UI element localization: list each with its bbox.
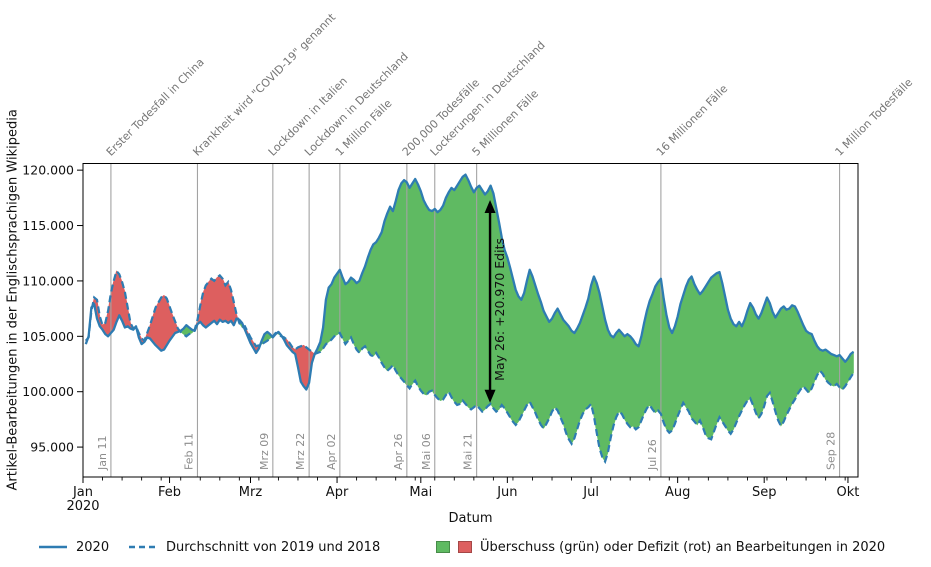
event-date-label: Apr 02: [325, 433, 338, 470]
x-tick-label: Feb: [158, 485, 181, 500]
y-tick-label: 95.000: [30, 440, 74, 455]
x-tick-label: Jun: [496, 485, 517, 500]
event-date-label: Jan 11: [96, 436, 109, 471]
event-date-label: Mrz 09: [258, 433, 271, 470]
x-tick-sublabel: 2020: [66, 499, 99, 514]
y-tick-label: 105.000: [22, 329, 74, 344]
y-tick-label: 120.000: [22, 163, 74, 178]
legend: 2020 Durchschnitt von 2019 und 2018 Über…: [0, 536, 931, 562]
event-label: Erster Todesfall in China: [104, 56, 207, 159]
event-date-label: Apr 26: [392, 433, 405, 470]
legend-label-fill: Überschuss (grün) oder Defizit (rot) an …: [480, 539, 886, 555]
annotation-arrowhead-up: [484, 200, 496, 214]
x-tick-label: Mai: [409, 485, 432, 500]
x-tick-label: Apr: [326, 485, 349, 500]
y-tick-label: 110.000: [22, 273, 74, 288]
plot-frame: [82, 163, 859, 478]
x-tick-label: Mrz: [239, 485, 263, 500]
event-date-label: Mrz 22: [294, 433, 307, 470]
line-2020: [84, 173, 855, 391]
solid-line-swatch-icon: [39, 545, 67, 549]
x-tick-label: Aug: [665, 485, 690, 500]
event-label: 16 Millionen Fälle: [654, 82, 731, 159]
event-date-label: Mai 06: [420, 433, 433, 470]
event-label: 1 Million Todesfälle: [833, 76, 916, 159]
dashed-line-swatch-icon: [129, 545, 157, 549]
annotation-arrowhead-down: [484, 389, 496, 403]
legend-item-fill: Überschuss (grün) oder Defizit (rot) an …: [436, 536, 885, 558]
legend-label-2020: 2020: [76, 539, 110, 555]
deficit-swatch-icon: [458, 541, 472, 553]
average-2018-2019-line: [84, 268, 855, 465]
surplus-swatch-icon: [436, 541, 450, 553]
legend-item-average: Durchschnitt von 2019 und 2018: [128, 536, 380, 558]
event-date-label: Jul 26: [646, 439, 659, 471]
y-axis-label: Artikel-Bearbeitungen in der Englischspr…: [5, 109, 21, 491]
x-tick-label: Sep: [752, 485, 777, 500]
x-tick-label: Okt: [837, 485, 860, 500]
deficit-fill-area: [85, 270, 316, 391]
event-date-label: Sep 28: [825, 432, 838, 470]
y-tick-label: 100.000: [22, 384, 74, 399]
event-date-label: Feb 11: [182, 433, 195, 470]
event-date-label: Mai 21: [462, 433, 475, 470]
x-axis-label: Datum: [448, 511, 493, 526]
annotation-label: May 26: +20.970 Edits: [492, 238, 507, 381]
legend-item-2020: 2020: [38, 536, 109, 558]
y-tick-label: 115.000: [22, 218, 74, 233]
legend-label-average: Durchschnitt von 2019 und 2018: [166, 539, 381, 555]
x-tick-label: Jul: [582, 485, 599, 500]
x-tick-label: Jan: [72, 485, 93, 500]
